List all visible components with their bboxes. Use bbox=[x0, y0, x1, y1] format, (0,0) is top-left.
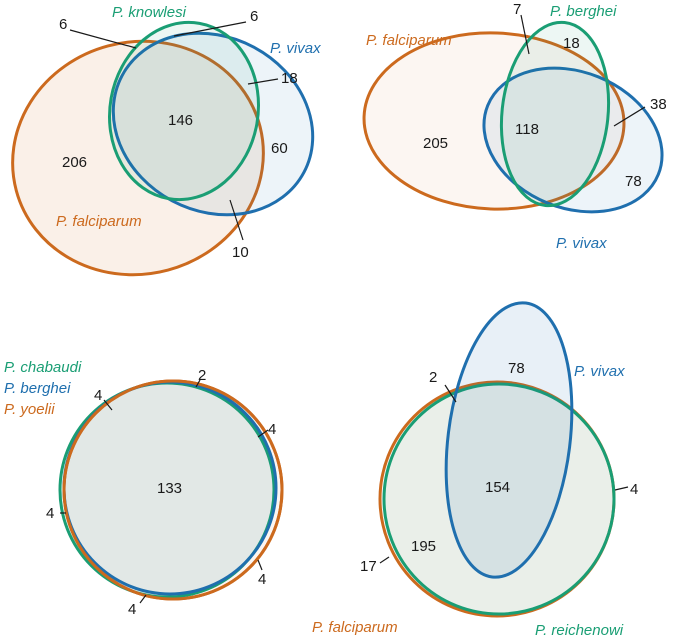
count-label: 133 bbox=[157, 480, 182, 497]
count-label: 206 bbox=[62, 154, 87, 171]
leader-line bbox=[444, 384, 457, 403]
count-label: 4 bbox=[630, 481, 638, 498]
leader-line bbox=[613, 106, 646, 127]
leader-line bbox=[173, 21, 247, 37]
count-label: 6 bbox=[250, 8, 258, 25]
count-label: 78 bbox=[625, 173, 642, 190]
species-label: P. falciparum bbox=[366, 32, 452, 49]
venn-panel-top-right: P. falciparum P. berghei P. vivax 7 18 3… bbox=[362, 1, 667, 252]
venn-panel-bottom-right: P. vivax P. falciparum P. reichenowi 78 … bbox=[312, 301, 638, 638]
count-label: 18 bbox=[563, 35, 580, 52]
species-label: P. chabaudi bbox=[4, 359, 82, 376]
set-ellipse-vivax bbox=[111, 31, 315, 217]
leader-line bbox=[247, 78, 279, 85]
species-label: P. knowlesi bbox=[112, 4, 187, 21]
count-label: 38 bbox=[650, 96, 667, 113]
leader-line bbox=[195, 379, 201, 388]
count-label: 195 bbox=[411, 538, 436, 555]
leader-line bbox=[69, 29, 137, 49]
count-label: 18 bbox=[281, 70, 298, 87]
species-label: P. berghei bbox=[4, 380, 71, 397]
species-label: P. vivax bbox=[270, 40, 321, 57]
set-ellipse-falciparum bbox=[11, 39, 265, 277]
leader-line bbox=[257, 559, 263, 571]
species-label: P. berghei bbox=[550, 3, 617, 20]
count-label: 4 bbox=[258, 571, 266, 588]
set-ellipse-vivax bbox=[482, 66, 664, 214]
species-label: P. vivax bbox=[574, 363, 625, 380]
leader-line bbox=[379, 556, 390, 564]
count-label: 205 bbox=[423, 135, 448, 152]
count-label: 2 bbox=[429, 369, 437, 386]
count-label: 4 bbox=[128, 601, 136, 618]
set-circle-yoelii-outline bbox=[62, 379, 284, 601]
count-label: 4 bbox=[94, 387, 102, 404]
leader-line bbox=[103, 399, 113, 411]
leader-line bbox=[229, 199, 244, 241]
count-label: 6 bbox=[59, 16, 67, 33]
leader-line bbox=[257, 429, 269, 438]
count-label: 2 bbox=[198, 367, 206, 384]
count-label: 17 bbox=[360, 558, 377, 575]
leader-line bbox=[520, 14, 530, 55]
count-label: 7 bbox=[513, 1, 521, 18]
species-label: P. falciparum bbox=[56, 213, 142, 230]
leader-line bbox=[614, 486, 629, 491]
set-ellipse-knowlesi bbox=[108, 20, 260, 202]
species-label: P. reichenowi bbox=[535, 622, 624, 638]
count-label: 10 bbox=[232, 244, 249, 261]
species-label: P. vivax bbox=[556, 235, 607, 252]
species-label: P. falciparum bbox=[312, 619, 398, 636]
count-label: 4 bbox=[268, 421, 276, 438]
count-label: 154 bbox=[485, 479, 510, 496]
leader-line bbox=[139, 594, 147, 604]
count-label: 118 bbox=[515, 121, 539, 138]
venn-panel-bottom-left: P. chabaudi P. berghei P. yoelii 2 4 4 1… bbox=[4, 359, 284, 618]
set-ellipse-berghei bbox=[499, 20, 611, 208]
count-label: 146 bbox=[168, 112, 193, 129]
count-label: 60 bbox=[271, 140, 288, 157]
set-ellipse-falciparum bbox=[362, 31, 626, 211]
set-ellipse-vivax bbox=[444, 301, 574, 579]
count-label: 78 bbox=[508, 360, 525, 377]
count-label: 4 bbox=[46, 505, 54, 522]
species-label: P. yoelii bbox=[4, 401, 55, 418]
venn-panel-top-left: P. knowlesi P. vivax P. falciparum 6 6 1… bbox=[11, 4, 321, 277]
set-circle-reichenowi bbox=[382, 382, 616, 616]
